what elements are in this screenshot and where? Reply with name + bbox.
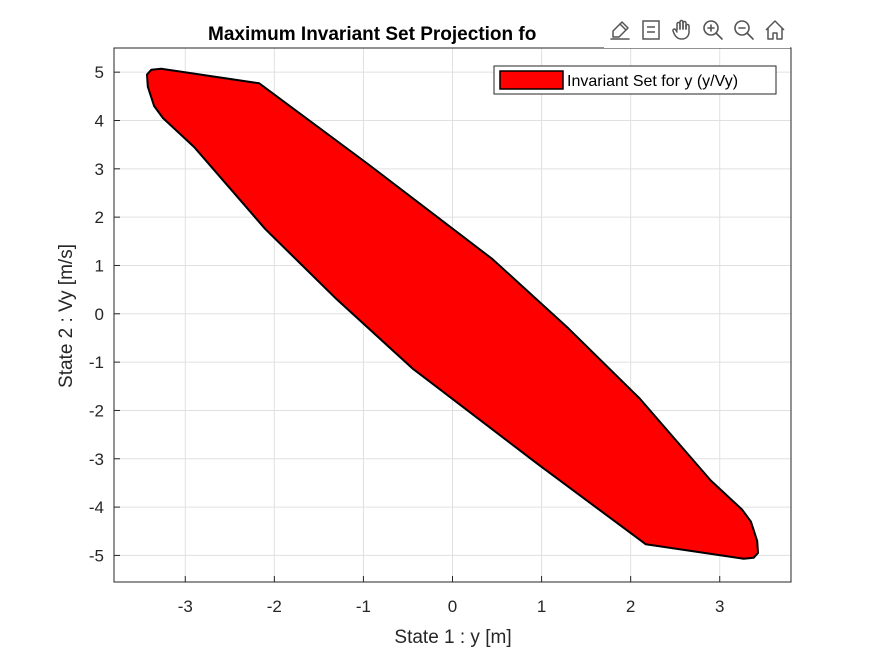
y-tick-label: 0 [95, 305, 104, 324]
zoom-in-button[interactable] [697, 16, 728, 48]
zoom-out-icon [732, 18, 756, 47]
y-tick-label: -2 [89, 401, 104, 420]
x-tick-label: -2 [267, 597, 282, 616]
legend-toggle-button[interactable] [635, 16, 666, 48]
y-tick-label: -4 [89, 498, 104, 517]
y-tick-label: 5 [95, 63, 104, 82]
x-tick-label: -1 [356, 597, 371, 616]
invariant-set-polygon [146, 67, 759, 560]
x-tick-label: 1 [537, 597, 546, 616]
pan-hand-icon [670, 18, 694, 47]
y-tick-label: 2 [95, 208, 104, 227]
home-button[interactable] [759, 16, 790, 48]
brush-icon [608, 18, 632, 47]
y-tick-label: 4 [95, 111, 104, 130]
tick-layer: -3 -2 -1 0 1 2 3 5 4 3 2 1 0 -1 -2 -3 -4 -5 [89, 63, 725, 616]
x-tick-label: 2 [626, 597, 635, 616]
y-tick-label: -1 [89, 353, 104, 372]
x-tick-label: -3 [178, 597, 193, 616]
zoom-in-icon [701, 18, 725, 47]
y-tick-label: -5 [89, 546, 104, 565]
legend-swatch [499, 70, 564, 90]
series-layer [146, 67, 759, 560]
legend[interactable]: Invariant Set for y (y/Vy) [493, 65, 777, 95]
zoom-out-button[interactable] [728, 16, 759, 48]
brush-button[interactable] [604, 16, 635, 48]
y-axis-label: State 2 : Vy [m/s] [56, 244, 77, 388]
axes-toolbar [604, 16, 790, 48]
x-tick-label: 0 [448, 597, 457, 616]
legend-label: Invariant Set for y (y/Vy) [567, 73, 738, 90]
x-tick-label: 3 [715, 597, 724, 616]
legend-toggle-icon [639, 18, 663, 47]
pan-button[interactable] [666, 16, 697, 48]
y-tick-label: -3 [89, 450, 104, 469]
y-tick-label: 1 [95, 256, 104, 275]
x-axis-label: State 1 : y [m] [394, 627, 511, 648]
home-icon [763, 18, 787, 47]
chart-title: Maximum Invariant Set Projection fo [208, 24, 536, 45]
y-tick-label: 3 [95, 160, 104, 179]
